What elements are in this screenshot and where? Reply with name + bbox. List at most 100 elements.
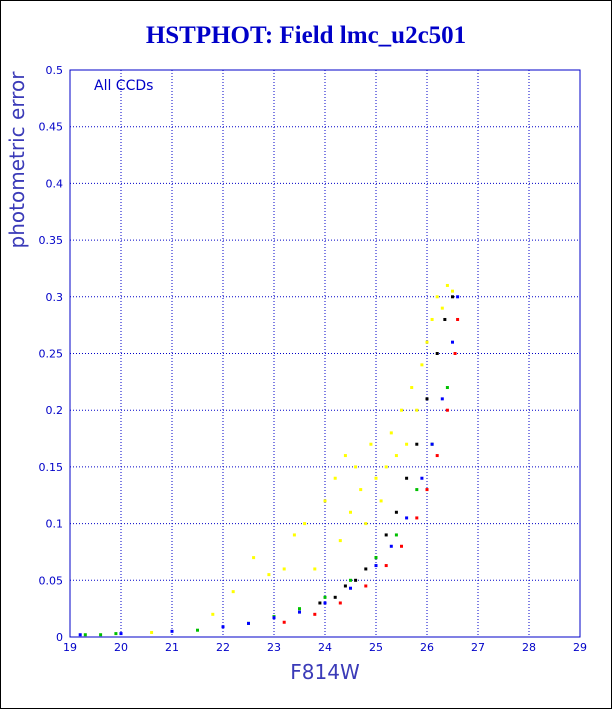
data-point <box>456 295 460 299</box>
data-point <box>338 539 342 543</box>
data-point <box>364 567 368 571</box>
x-tick-label: 19 <box>63 641 77 654</box>
chart-title: HSTPHOT: Field lmc_u2c501 <box>145 22 467 49</box>
data-point <box>369 442 373 446</box>
data-point <box>323 499 327 503</box>
data-point <box>349 578 352 582</box>
data-point <box>451 289 454 293</box>
data-point <box>425 340 429 344</box>
data-point <box>405 516 409 520</box>
data-point <box>292 533 296 537</box>
data-point <box>313 567 317 571</box>
data-point <box>313 612 317 616</box>
data-point <box>400 544 403 548</box>
x-tick-label: 24 <box>318 641 332 654</box>
plot-area-border <box>69 69 581 638</box>
data-point <box>374 556 378 560</box>
data-point <box>343 454 347 458</box>
data-point <box>303 522 307 526</box>
data-point <box>394 454 398 458</box>
data-point <box>221 625 225 629</box>
data-point <box>384 533 388 537</box>
data-point <box>364 522 368 526</box>
data-point <box>445 283 449 287</box>
data-point <box>453 352 457 355</box>
x-tick-label: 27 <box>471 641 485 654</box>
data-point <box>405 442 409 446</box>
data-point <box>247 621 250 625</box>
data-point <box>282 567 286 571</box>
data-point <box>415 516 419 520</box>
y-tick-label: 0.45 <box>39 121 64 134</box>
data-point <box>384 564 388 568</box>
data-point <box>420 363 424 367</box>
data-point <box>252 556 256 560</box>
data-point <box>298 610 301 614</box>
x-tick-label: 21 <box>165 641 179 654</box>
y-tick-label: 0.35 <box>39 234 64 247</box>
data-point <box>323 595 327 599</box>
data-point <box>435 454 439 458</box>
data-point <box>338 601 342 605</box>
y-tick-label: 0.15 <box>39 461 64 474</box>
data-point <box>410 386 414 390</box>
data-point <box>443 317 447 321</box>
data-point <box>333 595 337 599</box>
data-point <box>384 465 388 469</box>
data-point <box>231 590 235 594</box>
data-point <box>389 431 393 435</box>
data-point <box>78 633 82 637</box>
data-point <box>196 628 199 632</box>
y-tick-label: 0.5 <box>46 64 64 77</box>
data-point <box>405 476 409 480</box>
data-point <box>374 476 378 480</box>
data-point <box>420 476 424 480</box>
x-axis-label: F814W <box>290 660 360 684</box>
legend-label: All CCDs <box>94 78 154 94</box>
data-point <box>349 586 352 590</box>
y-tick-label: 0.3 <box>46 291 64 304</box>
y-tick-label: 0.1 <box>46 518 64 531</box>
x-tick-label: 23 <box>267 641 281 654</box>
data-point <box>354 578 358 582</box>
data-point <box>150 630 154 634</box>
x-tick-label: 28 <box>522 641 536 654</box>
x-tick-label: 20 <box>114 641 128 654</box>
data-point <box>267 573 271 577</box>
data-point <box>451 340 454 344</box>
y-tick-label: 0.4 <box>46 177 64 190</box>
data-point <box>119 632 123 636</box>
data-point <box>394 533 398 537</box>
data-point <box>354 465 358 469</box>
data-point <box>440 397 444 401</box>
y-tick-label: 0.2 <box>46 404 64 417</box>
data-point <box>415 442 419 446</box>
x-tick-label: 26 <box>420 641 434 654</box>
data-point <box>415 488 419 492</box>
y-axis-label: photometric error <box>5 71 29 249</box>
x-tick-label: 29 <box>573 641 587 654</box>
data-point <box>282 620 286 624</box>
data-point <box>400 408 403 412</box>
data-point <box>430 442 434 446</box>
data-point <box>445 408 449 412</box>
data-point <box>364 584 368 588</box>
y-tick-label: 0 <box>56 631 63 644</box>
data-point <box>114 632 118 636</box>
data-point <box>379 499 383 503</box>
data-point <box>425 488 429 492</box>
data-point <box>170 629 174 633</box>
data-point <box>99 633 103 637</box>
data-point <box>440 306 444 310</box>
x-tick-label: 25 <box>369 641 383 654</box>
data-point <box>445 386 449 390</box>
data-point <box>343 584 347 588</box>
data-point <box>435 352 439 355</box>
x-tick-label: 22 <box>216 641 230 654</box>
data-point <box>298 607 301 611</box>
data-point <box>374 564 378 568</box>
data-point <box>272 616 276 620</box>
data-point <box>435 295 439 299</box>
y-tick-label: 0.05 <box>39 574 64 587</box>
data-point <box>323 601 327 605</box>
